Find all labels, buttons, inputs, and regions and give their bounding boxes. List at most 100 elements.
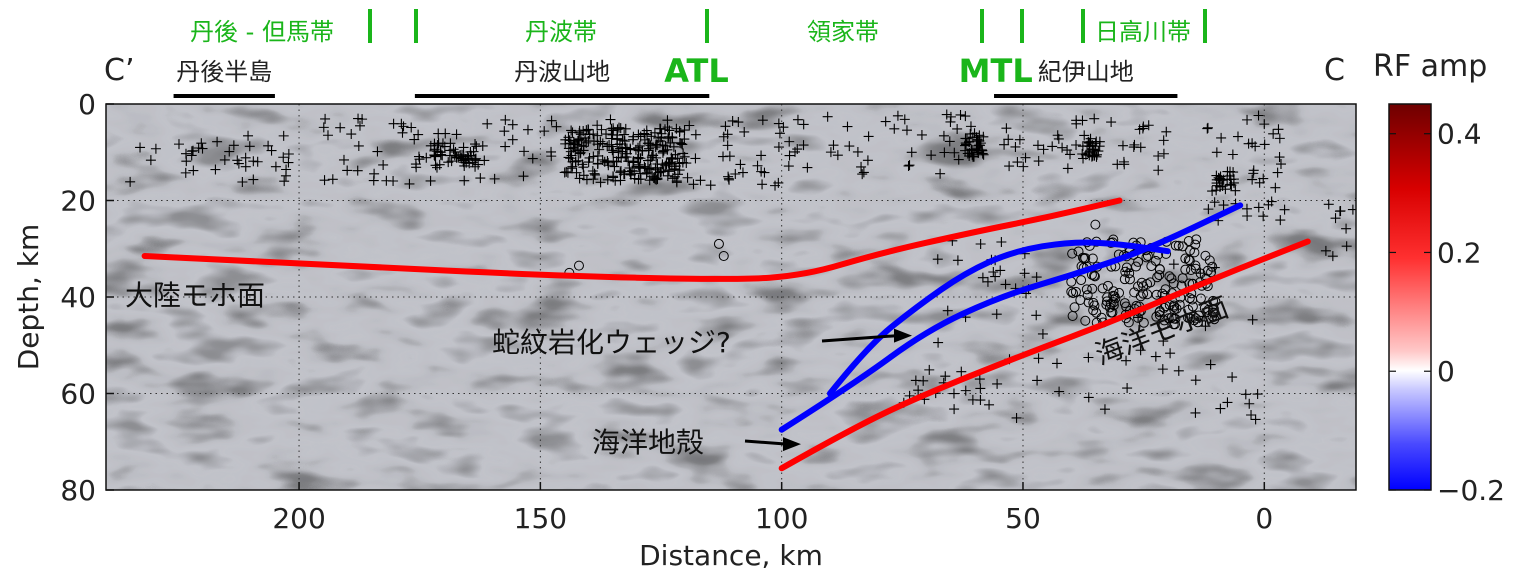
deep-event-marker — [1142, 289, 1153, 300]
hypocenter-marker — [926, 150, 937, 161]
hypocenter-marker — [583, 157, 594, 168]
hypocenter-marker — [757, 115, 768, 126]
hypocenter-marker — [1011, 412, 1022, 423]
hypocenter-marker — [756, 166, 767, 177]
hypocenter-marker — [620, 123, 631, 134]
hypocenter-marker — [641, 168, 652, 179]
hypocenter-marker — [1003, 134, 1014, 145]
hypocenter-marker — [378, 159, 389, 170]
hypocenter-marker — [1106, 117, 1117, 128]
hypocenter-marker — [1071, 139, 1082, 150]
deep-event-marker — [1183, 312, 1194, 323]
hypocenter-marker — [720, 121, 731, 132]
hypocenter-marker — [1215, 171, 1226, 182]
deep-event-marker — [1067, 248, 1078, 259]
hypocenter-marker — [1202, 123, 1213, 134]
hypocenter-marker — [739, 126, 750, 137]
hypocenter-marker — [1019, 268, 1030, 279]
deep-event-marker — [1151, 289, 1162, 300]
hypocenter-marker — [459, 175, 470, 186]
hypocenter-marker — [863, 131, 874, 142]
hypocenter-marker — [1247, 174, 1258, 185]
hypocenter-marker — [1010, 141, 1021, 152]
deep-event-marker — [1209, 314, 1220, 325]
hypocenter-marker — [1158, 135, 1169, 146]
deep-event-marker — [1073, 246, 1084, 257]
hypocenter-marker — [1227, 149, 1238, 160]
deep-event-marker — [1136, 277, 1147, 288]
hypocenter-marker — [1083, 352, 1094, 363]
hypocenter-marker — [770, 180, 781, 191]
hypocenter-marker — [639, 128, 650, 139]
hypocenter-marker — [792, 114, 803, 125]
deep-event-marker — [1180, 253, 1191, 264]
hypocenter-marker — [615, 175, 626, 186]
deep-event-marker — [1163, 313, 1174, 324]
hypocenter-marker — [1327, 251, 1338, 262]
hypocenter-marker — [975, 383, 986, 394]
hypocenter-marker — [1165, 348, 1176, 359]
hypocenter-marker — [1279, 204, 1290, 215]
deep-event-marker — [1170, 313, 1181, 324]
hypocenter-marker — [956, 366, 967, 377]
deep-event-marker — [1154, 270, 1165, 281]
hypocenter-marker — [240, 161, 251, 172]
hypocenter-marker — [975, 395, 986, 406]
colorbar-tick-label: −0.2 — [1437, 474, 1505, 507]
hypocenter-marker — [677, 139, 688, 150]
fault-label: ATL — [664, 52, 729, 90]
colorbar-title: RF amp — [1373, 49, 1487, 84]
hypocenter-marker — [727, 115, 738, 126]
hypocenter-marker — [974, 374, 985, 385]
deep-event-marker — [718, 250, 729, 261]
hypocenter-marker — [952, 123, 963, 134]
zone-boundary — [980, 9, 984, 43]
hypocenter-marker — [252, 156, 263, 167]
hypocenter-marker — [210, 164, 221, 175]
hypocenter-marker — [180, 167, 191, 178]
hypocenter-marker — [1253, 202, 1264, 213]
hypocenter-marker — [938, 130, 949, 141]
hypocenter-marker — [644, 138, 655, 149]
hypocenter-marker — [338, 154, 349, 165]
hypocenter-marker — [475, 173, 486, 184]
hypocenter-marker — [1241, 203, 1252, 214]
hypocenter-marker — [1341, 241, 1352, 252]
hypocenter-marker — [644, 175, 655, 186]
region-label: 丹後半島 — [176, 58, 272, 86]
deep-event-marker — [1089, 300, 1100, 311]
hypocenter-marker — [1216, 132, 1227, 143]
zone-boundary — [1020, 9, 1024, 43]
hypocenter-marker — [232, 155, 243, 166]
deep-event-marker — [1124, 268, 1135, 279]
hypocenter-marker — [619, 136, 630, 147]
hypocenter-marker — [570, 144, 581, 155]
hypocenter-marker — [995, 265, 1006, 276]
deep-event-marker — [1087, 253, 1098, 264]
hypocenter-marker — [648, 172, 659, 183]
hypocenter-marker — [634, 163, 645, 174]
hypocenter-marker — [1037, 328, 1048, 339]
hypocenter-marker — [642, 155, 653, 166]
hypocenter-marker — [546, 115, 557, 126]
hypocenter-marker — [581, 137, 592, 148]
hypocenter-marker — [1242, 114, 1253, 125]
hypocenter-marker — [1250, 141, 1261, 152]
hypocenter-marker — [368, 175, 379, 186]
hypocenter-marker — [467, 157, 478, 168]
hypocenter-marker — [421, 152, 432, 163]
deep-event-marker — [1097, 283, 1108, 294]
deep-event-marker — [1190, 239, 1201, 250]
deep-event-marker — [1129, 287, 1140, 298]
hypocenter-marker — [969, 128, 980, 139]
hypocenter-marker — [1122, 383, 1133, 394]
hypocenter-marker — [653, 167, 664, 178]
hypocenter-marker — [1153, 150, 1164, 161]
hypocenter-marker — [527, 153, 538, 164]
hypocenter-marker — [999, 139, 1010, 150]
hypocenter-marker — [856, 161, 867, 172]
hypocenter-marker — [595, 177, 606, 188]
hypocenter-marker — [630, 144, 641, 155]
hypocenter-marker — [1157, 364, 1168, 375]
hypocenter-marker — [1275, 159, 1286, 170]
